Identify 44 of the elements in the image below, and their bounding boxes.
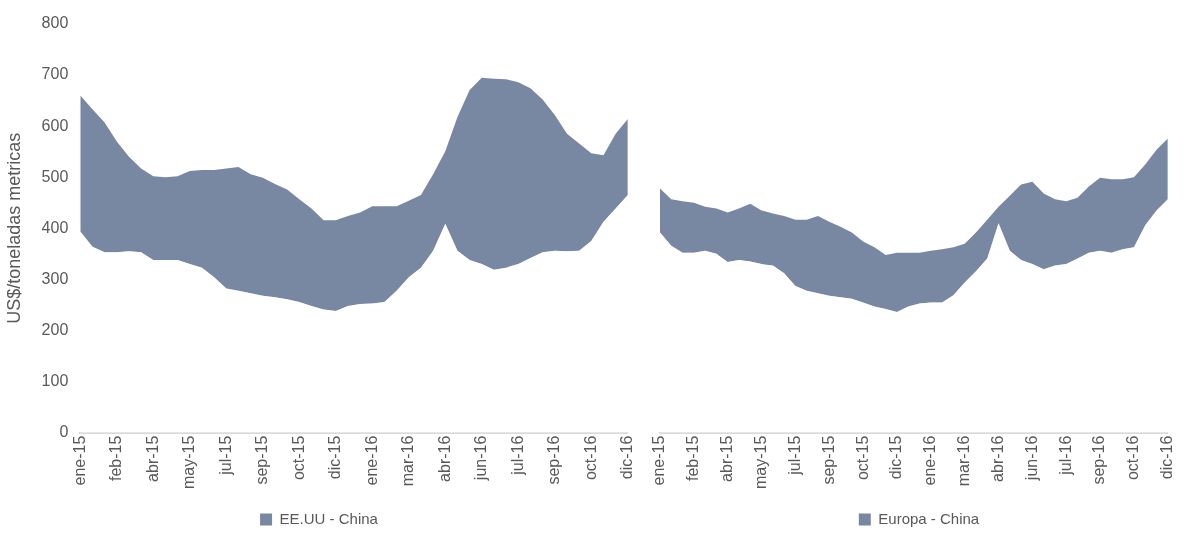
- y-axis-title: US$/toneladas metricas: [3, 132, 24, 324]
- y-tick-label: 500: [41, 167, 69, 185]
- y-tick-label: 0: [59, 423, 69, 441]
- x-tick-label: jul-16: [1056, 435, 1074, 476]
- x-tick-label: oct-15: [289, 435, 307, 481]
- y-tick-label: 800: [41, 14, 69, 32]
- x-tick-label: abr-15: [718, 435, 736, 482]
- y-tick-label: 400: [41, 218, 69, 236]
- legend-label: EE.UU - China: [279, 509, 379, 527]
- x-tick-label: jul-15: [216, 435, 234, 476]
- x-tick-label: oct-15: [853, 435, 871, 481]
- x-tick-label: may-15: [180, 435, 198, 490]
- x-tick-label: dic-15: [326, 435, 344, 480]
- x-tick-label: oct-16: [581, 435, 599, 481]
- x-tick-label: sep-15: [253, 435, 271, 485]
- x-tick-label: feb-15: [684, 435, 702, 482]
- x-tick-label: mar-16: [955, 435, 973, 487]
- x-tick-label: dic-16: [618, 435, 636, 480]
- x-tick-label: abr-16: [435, 435, 453, 482]
- x-tick-label: oct-16: [1124, 435, 1142, 481]
- y-tick-label: 200: [41, 320, 69, 338]
- y-tick-label: 100: [41, 371, 69, 389]
- x-tick-label: may-15: [751, 435, 769, 490]
- x-tick-label: sep-15: [819, 435, 837, 485]
- x-tick-label: jun-16: [472, 435, 490, 482]
- x-tick-label: dic-16: [1158, 435, 1176, 480]
- x-tick-label: ene-16: [362, 435, 380, 486]
- x-tick-label: sep-16: [545, 435, 563, 485]
- x-tick-label: sep-16: [1090, 435, 1108, 485]
- x-tick-label: jun-16: [1022, 435, 1040, 482]
- x-tick-label: ene-15: [70, 435, 88, 486]
- legend-label: Europa - China: [878, 509, 980, 527]
- x-tick-label: ene-15: [650, 435, 668, 486]
- x-tick-label: ene-16: [921, 435, 939, 486]
- x-tick-label: jul-15: [785, 435, 803, 476]
- y-tick-label: 700: [41, 65, 69, 83]
- y-tick-label: 600: [41, 116, 69, 134]
- x-tick-label: abr-16: [988, 435, 1006, 482]
- x-tick-label: dic-15: [887, 435, 905, 480]
- x-tick-label: jul-16: [508, 435, 526, 476]
- x-tick-label: mar-16: [399, 435, 417, 487]
- y-tick-label: 300: [41, 269, 69, 287]
- x-tick-label: feb-15: [107, 435, 125, 482]
- x-tick-label: abr-15: [143, 435, 161, 482]
